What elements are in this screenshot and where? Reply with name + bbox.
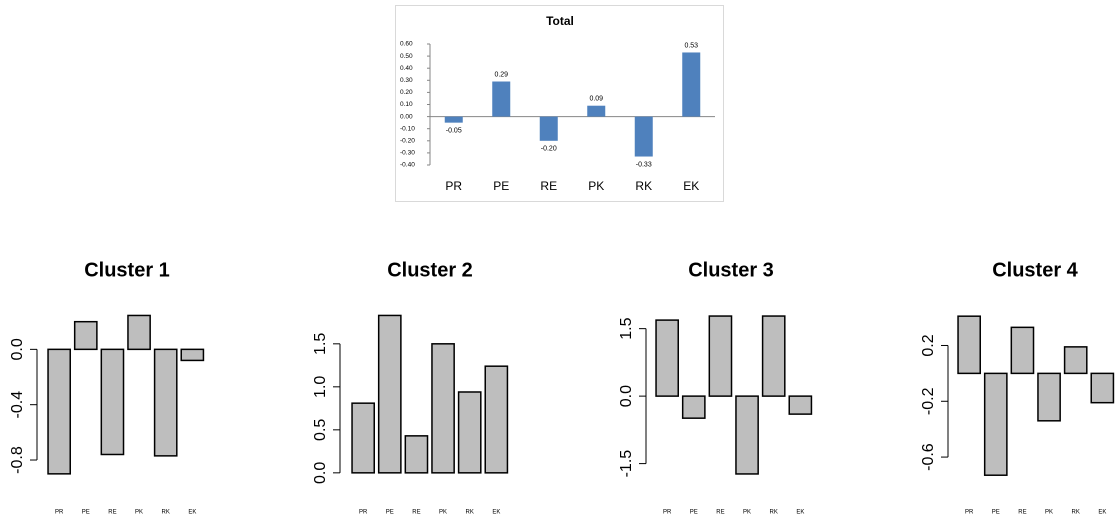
x-tick-label: PK bbox=[135, 510, 143, 516]
bar bbox=[539, 116, 558, 141]
bar bbox=[634, 116, 653, 157]
y-tick-label: 0.30 bbox=[400, 77, 413, 84]
x-tick-label: RK bbox=[466, 510, 474, 516]
bar bbox=[735, 395, 759, 475]
bar bbox=[404, 435, 429, 474]
bar bbox=[587, 105, 606, 117]
y-tick-label: -0.8 bbox=[9, 446, 26, 474]
bar bbox=[484, 365, 509, 474]
bar bbox=[957, 315, 981, 375]
bar bbox=[431, 343, 455, 474]
y-tick-label: 0.0 bbox=[312, 462, 329, 484]
bar bbox=[983, 372, 1008, 476]
x-tick-label: RK bbox=[162, 510, 170, 516]
x-tick-label: PR bbox=[55, 510, 64, 516]
y-tick-label: 1.5 bbox=[312, 333, 329, 355]
bar bbox=[708, 315, 733, 397]
y-tick-label: -0.2 bbox=[920, 387, 937, 415]
y-tick-label: 0.10 bbox=[400, 101, 413, 108]
y-tick-label: 0.00 bbox=[400, 113, 413, 120]
x-tick-label: RE bbox=[716, 510, 724, 516]
bar bbox=[444, 116, 463, 123]
bar bbox=[492, 81, 511, 117]
y-tick-label: -0.4 bbox=[9, 391, 26, 419]
y-tick-label: -0.6 bbox=[920, 443, 937, 471]
x-tick-label: EK bbox=[683, 179, 699, 193]
x-tick-label: PE bbox=[690, 510, 698, 516]
bar bbox=[1063, 346, 1088, 375]
x-tick-label: PR bbox=[359, 510, 368, 516]
x-tick-label: PK bbox=[1045, 510, 1053, 516]
x-tick-label: PE bbox=[992, 510, 1000, 516]
y-tick-label: -0.40 bbox=[400, 162, 415, 169]
x-tick-label: RK bbox=[770, 510, 778, 516]
bar bbox=[682, 52, 701, 117]
bar bbox=[788, 395, 813, 415]
y-tick-label: 1.5 bbox=[618, 317, 635, 339]
x-tick-label: PK bbox=[743, 510, 751, 516]
x-tick-label: PR bbox=[445, 179, 462, 193]
bar bbox=[180, 348, 205, 362]
x-tick-label: RE bbox=[1018, 510, 1026, 516]
bar bbox=[351, 402, 375, 474]
x-tick-label: PE bbox=[386, 510, 394, 516]
y-tick-label: 0.0 bbox=[9, 338, 26, 360]
chart-title: Cluster 4 bbox=[992, 259, 1078, 281]
bar bbox=[47, 348, 71, 475]
x-tick-label: RK bbox=[1072, 510, 1080, 516]
y-tick-label: -0.20 bbox=[400, 138, 415, 145]
x-tick-label: RE bbox=[108, 510, 116, 516]
chart-title: Cluster 2 bbox=[387, 259, 473, 281]
bar bbox=[377, 314, 402, 474]
y-tick-label: -0.10 bbox=[400, 125, 415, 132]
y-tick-label: -1.5 bbox=[618, 450, 635, 478]
chart-title: Cluster 1 bbox=[84, 259, 170, 281]
y-tick-label: 0.50 bbox=[400, 53, 413, 60]
x-tick-label: PR bbox=[965, 510, 974, 516]
x-tick-label: PE bbox=[82, 510, 90, 516]
data-label: -0.33 bbox=[636, 161, 652, 168]
x-tick-label: RE bbox=[412, 510, 420, 516]
bar bbox=[73, 320, 98, 351]
y-tick-label: 0.20 bbox=[400, 89, 413, 96]
x-tick-label: EK bbox=[188, 510, 196, 516]
data-label: 0.29 bbox=[494, 71, 508, 78]
x-tick-label: PK bbox=[439, 510, 447, 516]
x-tick-label: RE bbox=[540, 179, 557, 193]
x-tick-label: RK bbox=[635, 179, 652, 193]
x-tick-label: PR bbox=[663, 510, 672, 516]
y-tick-label: 0.60 bbox=[400, 41, 413, 48]
bar bbox=[153, 348, 178, 457]
x-tick-label: EK bbox=[1098, 510, 1106, 516]
bar bbox=[1090, 372, 1115, 404]
bar bbox=[761, 315, 786, 397]
bar bbox=[1037, 372, 1061, 422]
y-tick-label: 0.5 bbox=[312, 419, 329, 441]
x-tick-label: EK bbox=[492, 510, 500, 516]
data-label: -0.20 bbox=[541, 146, 557, 153]
chart-frame bbox=[395, 5, 724, 202]
data-label: 0.09 bbox=[589, 96, 603, 103]
y-tick-label: 0.0 bbox=[618, 385, 635, 407]
bar bbox=[100, 348, 125, 456]
x-tick-label: EK bbox=[796, 510, 804, 516]
bar bbox=[681, 395, 706, 419]
x-tick-label: PK bbox=[588, 179, 604, 193]
bar bbox=[655, 319, 679, 397]
data-label: -0.05 bbox=[446, 127, 462, 134]
y-tick-label: 0.2 bbox=[920, 334, 937, 356]
chart-title: Cluster 3 bbox=[688, 259, 774, 281]
chart-title: Total bbox=[546, 14, 574, 28]
y-tick-label: 1.0 bbox=[312, 376, 329, 398]
data-label: 0.53 bbox=[684, 42, 698, 49]
x-tick-label: PE bbox=[493, 179, 509, 193]
bar bbox=[457, 391, 482, 474]
bar bbox=[1010, 326, 1035, 375]
y-tick-label: -0.30 bbox=[400, 150, 415, 157]
y-tick-label: 0.40 bbox=[400, 65, 413, 72]
bar bbox=[127, 314, 151, 351]
